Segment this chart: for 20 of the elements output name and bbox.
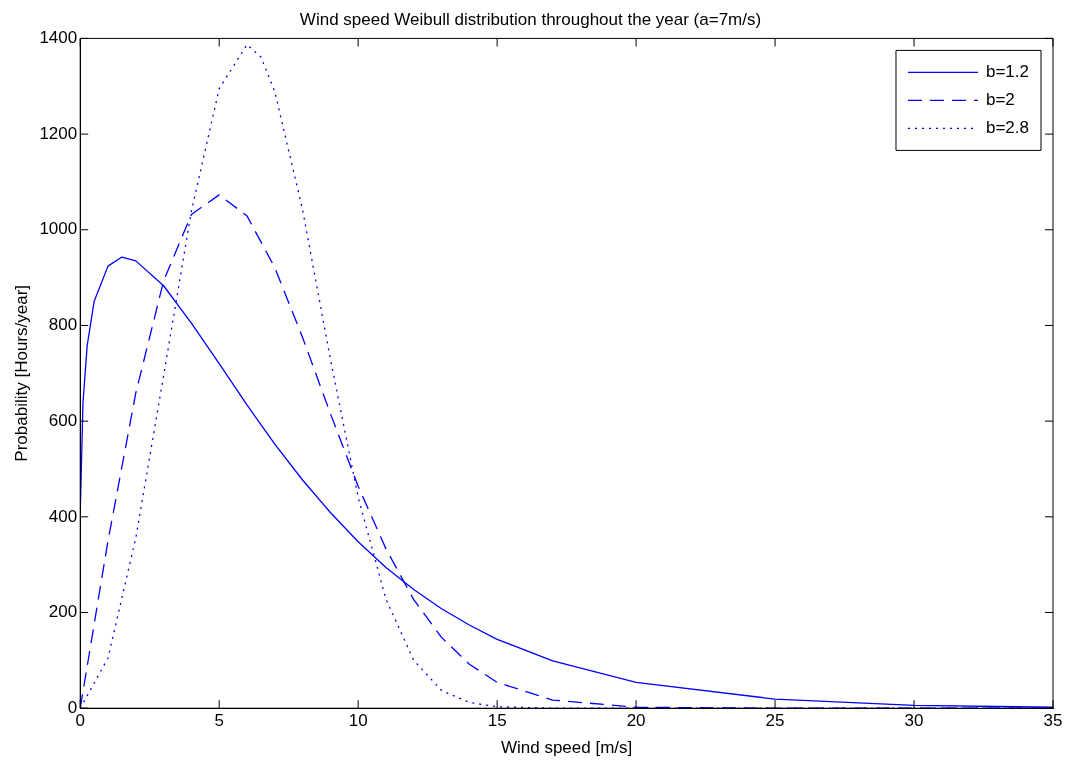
x-tick-label: 20 [626, 711, 646, 731]
x-tick-label: 10 [348, 711, 368, 731]
y-tick-label: 400 [48, 506, 78, 526]
x-tick-label: 30 [904, 711, 924, 731]
y-tick-label: 1400 [39, 28, 78, 48]
legend-label: b=2 [985, 90, 1015, 110]
legend-label: b=1.2 [985, 62, 1029, 82]
y-axis-title: Probability [Hours/year] [11, 284, 31, 462]
x-tick-label: 25 [765, 711, 785, 731]
y-tick-label: 200 [48, 602, 78, 622]
legend-label: b=2.8 [985, 118, 1029, 138]
y-tick-label: 600 [48, 410, 78, 430]
y-tick-label: 1200 [39, 123, 78, 143]
chart-title: Wind speed Weibull distribution throughout the year (a=7m/s) [299, 9, 762, 29]
x-tick-label: 15 [487, 711, 507, 731]
y-tick-label: 800 [48, 315, 78, 335]
x-axis-title: Wind speed [m/s] [500, 738, 633, 758]
y-tick-label: 1000 [39, 219, 78, 239]
x-tick-label: 5 [214, 711, 224, 731]
x-tick-label: 35 [1043, 711, 1063, 731]
